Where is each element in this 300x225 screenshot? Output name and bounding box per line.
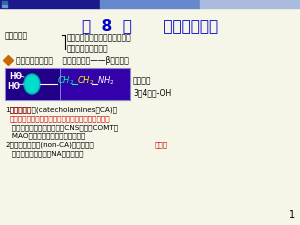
Text: 儿茶酚：: 儿茶酚： <box>133 76 152 85</box>
Text: 特点：口服无效，不易进入CNS，易被COMT和: 特点：口服无效，不易进入CNS，易被COMT和 <box>5 124 118 130</box>
Text: $CH_2$: $CH_2$ <box>77 75 94 87</box>
Text: HO: HO <box>9 72 22 81</box>
Bar <box>2 5 7 7</box>
Ellipse shape <box>24 74 40 94</box>
Text: 第  8  章      拟肾上腺素药: 第 8 章 拟肾上腺素药 <box>82 18 218 33</box>
Text: 2．非儿茶酚胺类(non-CA)：间羟胺、: 2．非儿茶酚胺类(non-CA)：间羟胺、 <box>5 141 94 148</box>
Text: 去甲肾上腺素、异丙肾上腺素、多巴胺、多巴酚丁胺: 去甲肾上腺素、异丙肾上腺素、多巴胺、多巴酚丁胺 <box>10 115 111 122</box>
Text: HO: HO <box>7 82 20 91</box>
Bar <box>5 68 130 100</box>
Bar <box>5 68 60 100</box>
Bar <box>0 0 100 8</box>
Text: 拟交感胺类: 拟交感胺类 <box>5 31 28 40</box>
Text: 特点：基本相反，促NA释放作用。: 特点：基本相反，促NA释放作用。 <box>5 150 83 157</box>
Text: 1: 1 <box>289 210 295 220</box>
Text: MAO破坏，外周作用快、短、强。: MAO破坏，外周作用快、短、强。 <box>5 132 85 139</box>
Text: 外周性拟交感胺类：: 外周性拟交感胺类： <box>67 44 109 53</box>
Text: 1．儿茶酚胺类(catecholamines，CA)：: 1．儿茶酚胺类(catecholamines，CA)： <box>5 106 117 112</box>
Text: 中枢性拟交感胺类：冰毒、曲美: 中枢性拟交感胺类：冰毒、曲美 <box>67 33 132 42</box>
Bar <box>100 0 200 8</box>
Text: $CH_2$: $CH_2$ <box>57 75 74 87</box>
Text: 麻黄碱: 麻黄碱 <box>155 141 168 148</box>
Text: $NH_2$: $NH_2$ <box>97 75 115 87</box>
Bar <box>2 1 7 5</box>
Text: 肾上腺素、: 肾上腺素、 <box>10 106 32 112</box>
Text: 按结构分类及特点    基本化学结构——β－苯乙胺: 按结构分类及特点 基本化学结构——β－苯乙胺 <box>16 56 129 65</box>
Bar <box>200 0 300 8</box>
Text: 3，4位有-OH: 3，4位有-OH <box>133 88 171 97</box>
